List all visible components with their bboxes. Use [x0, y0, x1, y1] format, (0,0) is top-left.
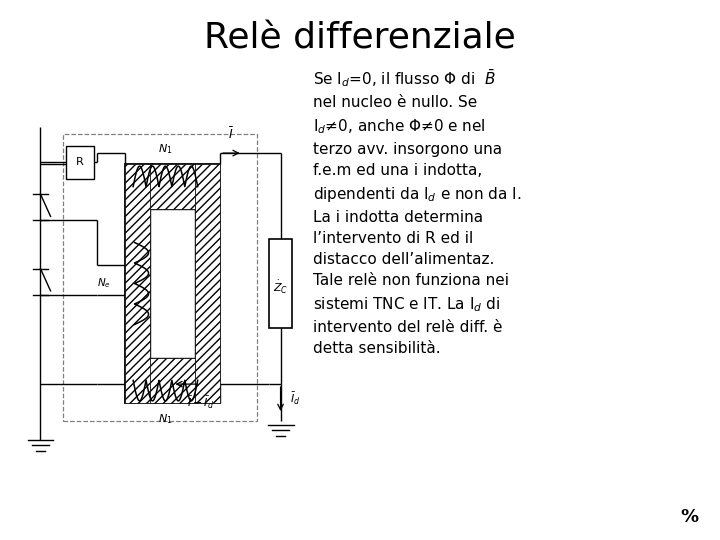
- Polygon shape: [150, 209, 195, 358]
- Text: Se I$_d$=0, il flusso Φ di  $\bar{B}$
nel nucleo è nullo. Se
I$_d$≠0, anche Φ≠0 : Se I$_d$=0, il flusso Φ di $\bar{B}$ nel…: [313, 68, 521, 356]
- Polygon shape: [150, 164, 195, 209]
- Polygon shape: [269, 239, 292, 328]
- Text: %: %: [680, 509, 698, 526]
- Text: $\dot{Z}_C$: $\dot{Z}_C$: [273, 279, 288, 296]
- Text: $\bar{I}$: $\bar{I}$: [228, 127, 235, 142]
- Polygon shape: [195, 164, 220, 403]
- Text: $N_e$: $N_e$: [96, 276, 111, 291]
- Polygon shape: [66, 146, 94, 179]
- Text: R: R: [76, 157, 84, 167]
- Text: Relè differenziale: Relè differenziale: [204, 22, 516, 56]
- Text: $N_1$: $N_1$: [158, 143, 173, 156]
- Text: $N_1$: $N_1$: [158, 413, 173, 427]
- Polygon shape: [150, 358, 195, 403]
- Text: $\bar{I}-\bar{I}_d$: $\bar{I}-\bar{I}_d$: [187, 395, 214, 411]
- Polygon shape: [125, 164, 150, 403]
- Text: $\bar{I}_d$: $\bar{I}_d$: [290, 391, 301, 407]
- Polygon shape: [125, 164, 220, 403]
